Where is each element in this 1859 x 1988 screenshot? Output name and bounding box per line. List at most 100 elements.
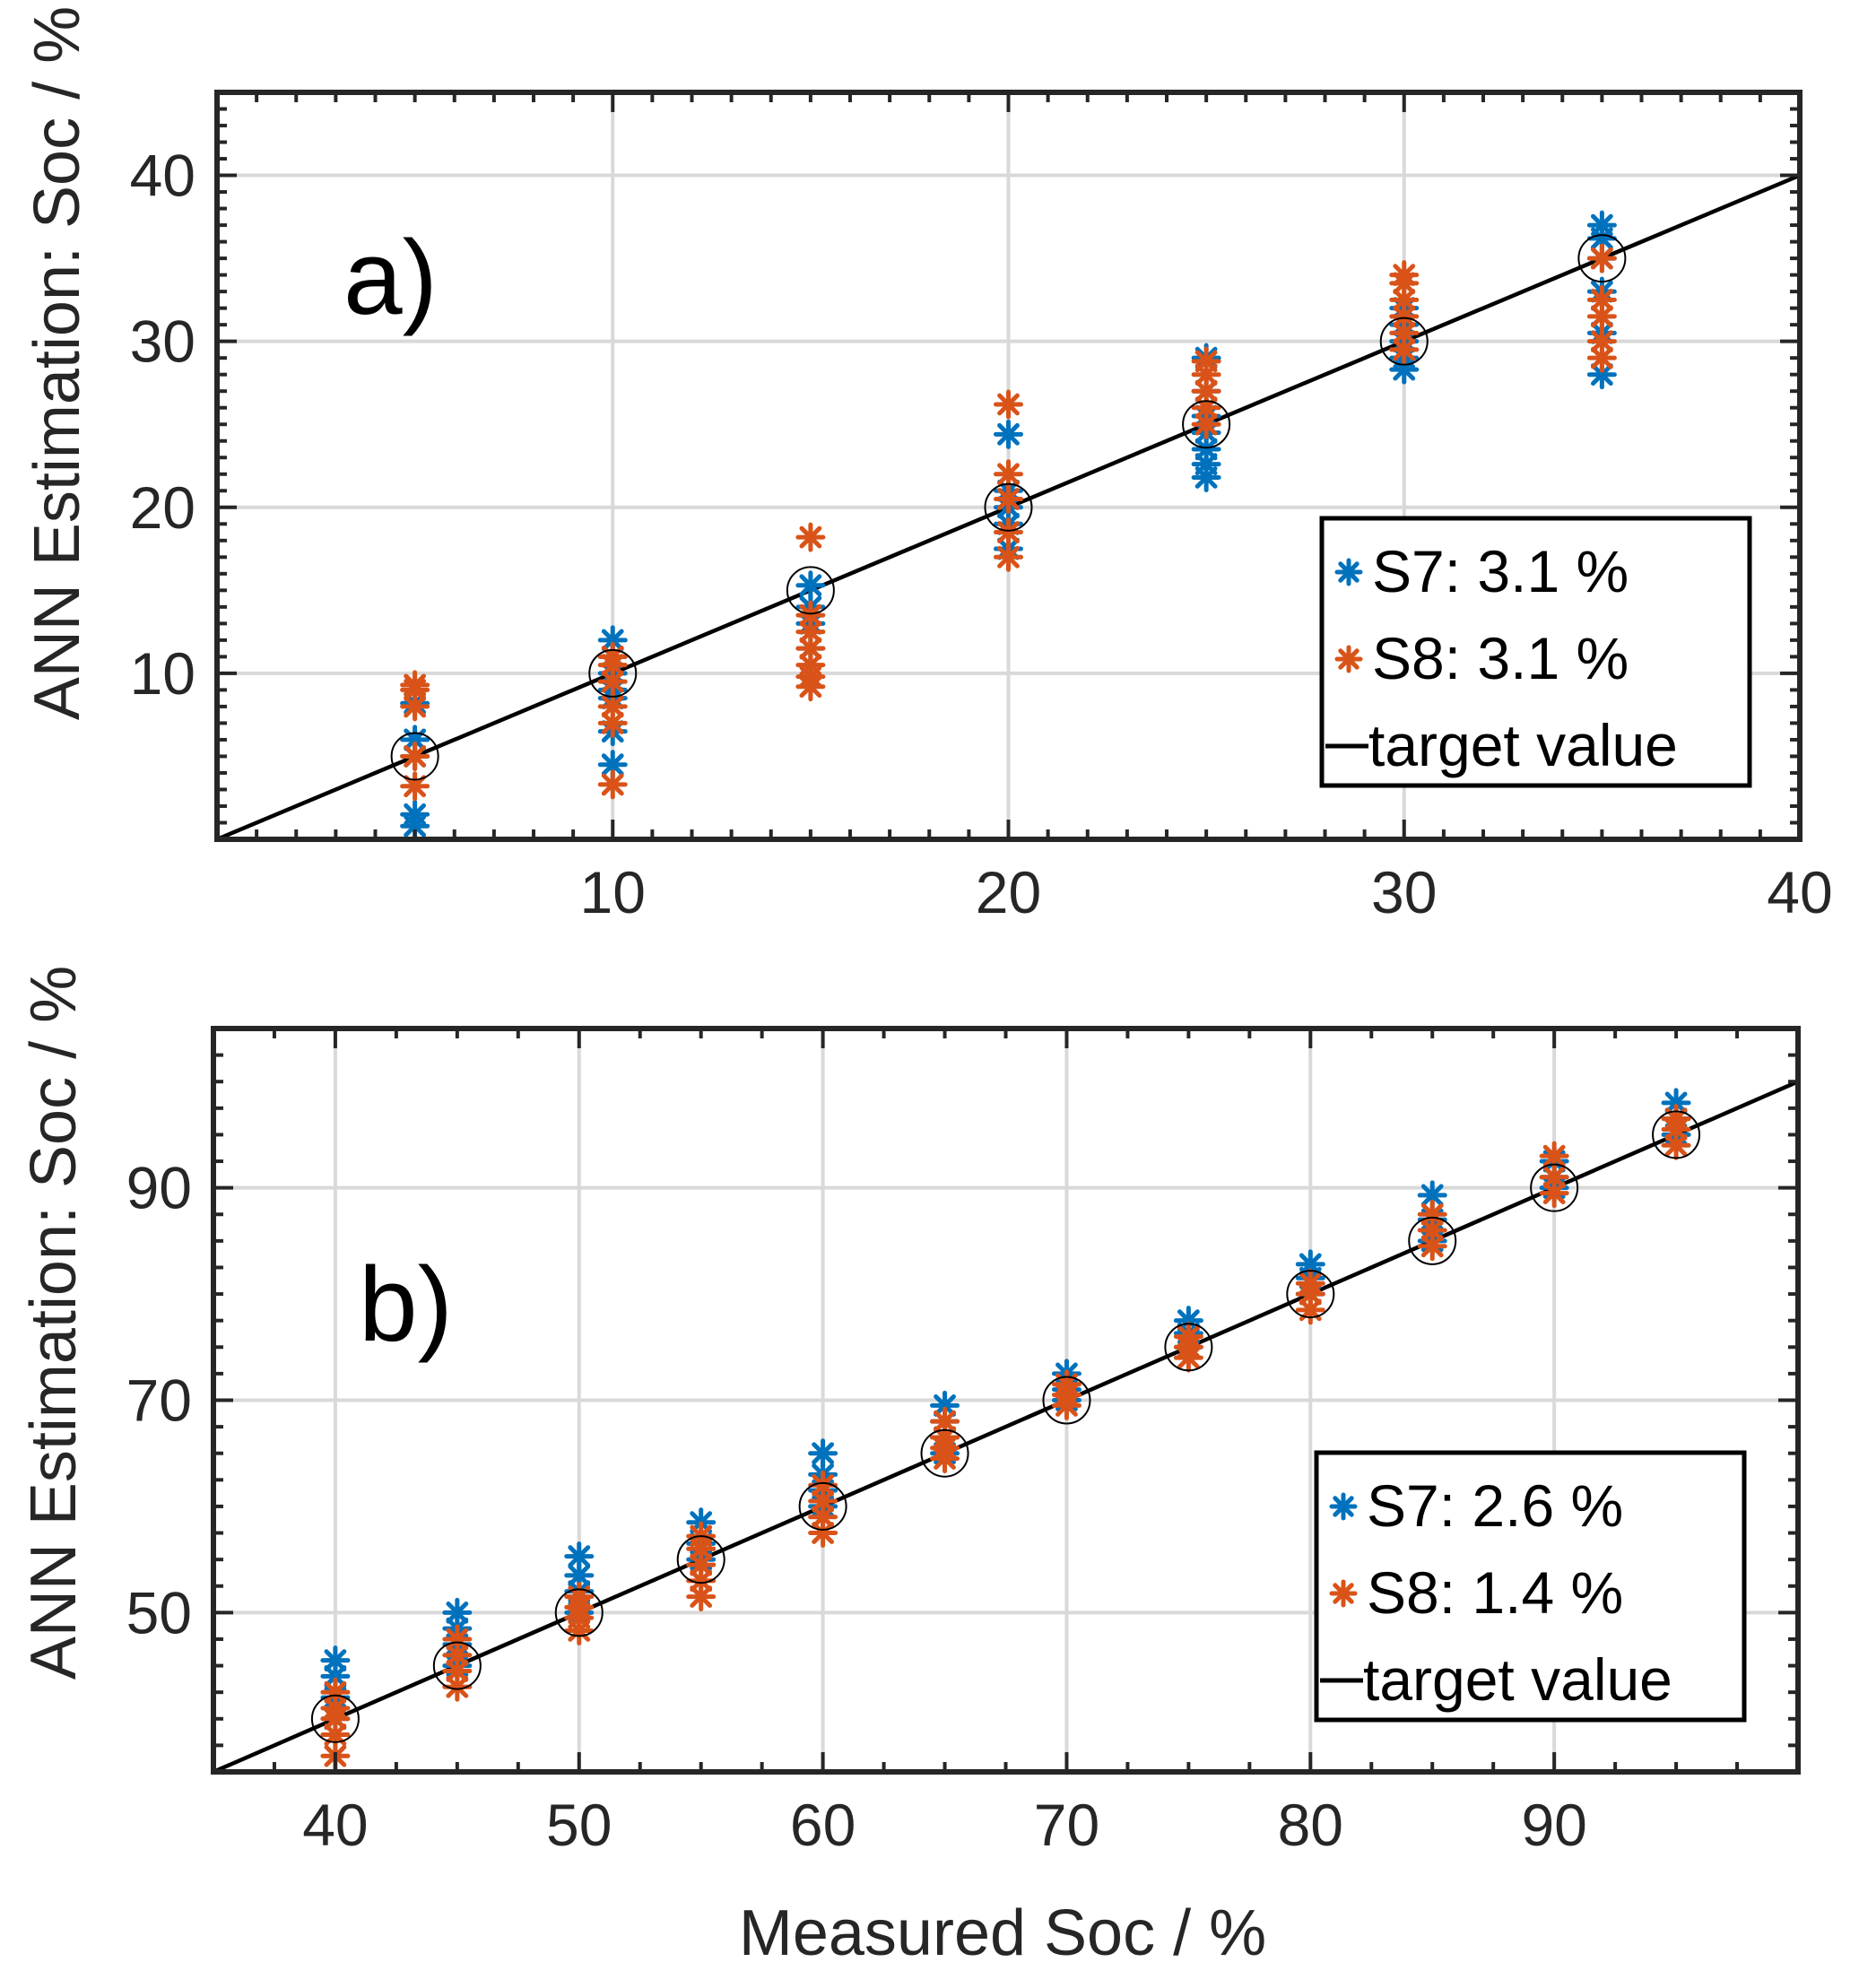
panel-a-x-tick-label: 20 xyxy=(976,859,1041,925)
panel-a-legend-s7-asterisk xyxy=(1334,558,1363,586)
panel-b-y-tick-label: 70 xyxy=(126,1367,192,1434)
panel-b-target-circle-overlay xyxy=(310,1110,1701,1743)
panel-b-target-circle xyxy=(1652,1110,1701,1159)
panel-b-legend: S7: 2.6 % S8: 1.4 % target value xyxy=(1314,1450,1747,1723)
panel-b-tick-marks xyxy=(212,1027,1800,1774)
panel-b-target-circle xyxy=(1042,1376,1091,1425)
panel-b-target-circle xyxy=(1530,1163,1579,1212)
panel-a-s8-point xyxy=(795,600,826,630)
panel-b-s8-point xyxy=(320,1677,351,1707)
panel-a-target-circle xyxy=(1379,317,1429,366)
panel-a-x-tick-label: 10 xyxy=(580,859,646,925)
panel-a-s8-point xyxy=(994,459,1023,490)
panel-b-s8-point xyxy=(1295,1268,1325,1298)
panel-a-x-tick-labels: 10 20 30 40 xyxy=(580,859,1833,925)
panel-a-s8-point xyxy=(1389,284,1420,315)
panel-b-s7-point xyxy=(930,1390,960,1420)
panel-b-target-circle xyxy=(676,1535,725,1584)
panel-a-s7-point xyxy=(795,570,826,601)
panel-a-s8-point xyxy=(994,517,1023,548)
panel-b-target-circle xyxy=(798,1481,847,1531)
panel-b-legend-s8-asterisk xyxy=(1329,1579,1358,1608)
panel-b-legend-s8-marker xyxy=(1329,1579,1358,1608)
panel-a-target-circle-overlay xyxy=(390,234,1627,781)
panel-a-s8-point xyxy=(400,741,430,771)
panel-b-y-tick-label: 90 xyxy=(126,1155,192,1221)
panel-b-s8-point xyxy=(1417,1199,1447,1229)
panel-b-s8-series xyxy=(320,1104,1691,1771)
panel-a-legend: S7: 3.1 % S8: 3.1 % target value xyxy=(1319,516,1752,788)
panel-a-legend-s8-label: S8: 3.1 % xyxy=(1372,625,1629,691)
panel-b-x-tick-labels: 40 50 60 70 80 90 xyxy=(302,1792,1587,1858)
panel-a-target-circle xyxy=(786,566,835,615)
panel-b-target-circle xyxy=(1164,1323,1213,1372)
panel-a-s8-point xyxy=(1389,260,1420,291)
panel-a-x-tick-label: 40 xyxy=(1767,859,1832,925)
panel-b-target-line-layer xyxy=(213,1080,1799,1775)
panel-b-legend-box xyxy=(1314,1450,1747,1723)
panel-a-target-circle xyxy=(984,482,1033,532)
panel-b-s7-point xyxy=(442,1597,473,1628)
panel-a-s8-series xyxy=(400,243,1617,802)
panel-b-legend-s7-marker xyxy=(1329,1492,1358,1521)
panel-a-s8-point xyxy=(400,691,430,722)
panel-b-target-circle xyxy=(1286,1270,1335,1319)
panel-a-y-tick-labels: 10 20 30 40 xyxy=(130,143,195,707)
panel-a-s7-point xyxy=(994,419,1023,449)
panel-a-target-circle xyxy=(588,648,638,698)
panel-b-legend-target-label: target value xyxy=(1363,1646,1672,1713)
panel-b-s8-point xyxy=(1539,1178,1569,1209)
panel-b-target-circle xyxy=(1408,1216,1457,1265)
panel-b-target-circle xyxy=(432,1641,482,1690)
panel-b-x-tick-label: 80 xyxy=(1278,1792,1343,1858)
panel-a-s8-point xyxy=(597,691,628,722)
panel-b-s7-point xyxy=(320,1645,351,1676)
panel-a-target-circle xyxy=(1577,234,1627,283)
panel-b-x-tick-label: 70 xyxy=(1034,1792,1099,1858)
panel-b: 40 50 60 70 80 90 50 70 90 ANN Estimation: Soc … xyxy=(18,966,1801,1969)
panel-b-target-circle xyxy=(310,1694,360,1743)
panel-a-tick-marks xyxy=(215,91,1802,841)
panel-a-legend-s7-marker xyxy=(1334,558,1363,586)
panel-b-y-tick-labels: 50 70 90 xyxy=(126,1155,192,1646)
panel-a-legend-target-label: target value xyxy=(1368,712,1678,778)
panel-b-s8-point xyxy=(1051,1369,1082,1400)
panel-a-s8-point xyxy=(1191,346,1221,377)
panel-a-s8-point xyxy=(597,641,628,672)
panel-a-x-tick-label: 30 xyxy=(1371,859,1437,925)
panel-b-label: b) xyxy=(359,1246,453,1364)
panel-a-s8-point xyxy=(400,670,430,700)
panel-a-s8-point xyxy=(994,542,1023,572)
panel-b-x-tick-label: 90 xyxy=(1521,1792,1586,1858)
panel-b-s8-point xyxy=(442,1624,473,1654)
panel-a-axes xyxy=(214,90,1803,842)
panel-a-y-tick-label: 30 xyxy=(130,308,195,375)
panel-a-s7-point xyxy=(1586,360,1617,390)
panel-b-y-tick-label: 50 xyxy=(126,1579,192,1645)
panel-a-target-circle xyxy=(1182,400,1231,449)
panel-b-s8-point xyxy=(1173,1321,1203,1351)
panel-a-y-tick-label: 20 xyxy=(130,474,195,541)
panel-b-x-axis-title: Measured Soc / % xyxy=(739,1897,1266,1969)
panel-a-s8-point xyxy=(795,617,826,647)
panel-b-s8-point xyxy=(1661,1104,1691,1134)
panel-a-s8-point xyxy=(1389,317,1420,348)
panel-b-s7-point xyxy=(1295,1249,1325,1280)
panel-a-s7-point xyxy=(1191,434,1221,464)
panel-b-s8-point xyxy=(1417,1215,1447,1246)
panel-a-s8-point xyxy=(795,522,826,552)
panel-b-y-axis-title: ANN Estimation: Soc / % xyxy=(18,966,90,1680)
panel-a-y-tick-label: 40 xyxy=(130,143,195,209)
panel-a-s8-point xyxy=(1586,326,1617,357)
panel-b-x-tick-label: 50 xyxy=(546,1792,612,1858)
panel-b-s7-point xyxy=(808,1438,838,1469)
panel-b-x-tick-label: 60 xyxy=(790,1792,856,1858)
panel-b-target-circle xyxy=(920,1428,969,1478)
panel-a-s8-point xyxy=(994,389,1023,420)
panel-a-s8-point xyxy=(597,769,628,800)
panel-b-target-line xyxy=(213,1080,1799,1775)
panel-a: 10 20 30 40 10 20 30 40 ANN Estimation: Soc / … xyxy=(22,6,1833,925)
panel-b-s8-point xyxy=(564,1582,595,1612)
panel-a-s8-point xyxy=(1586,243,1617,273)
